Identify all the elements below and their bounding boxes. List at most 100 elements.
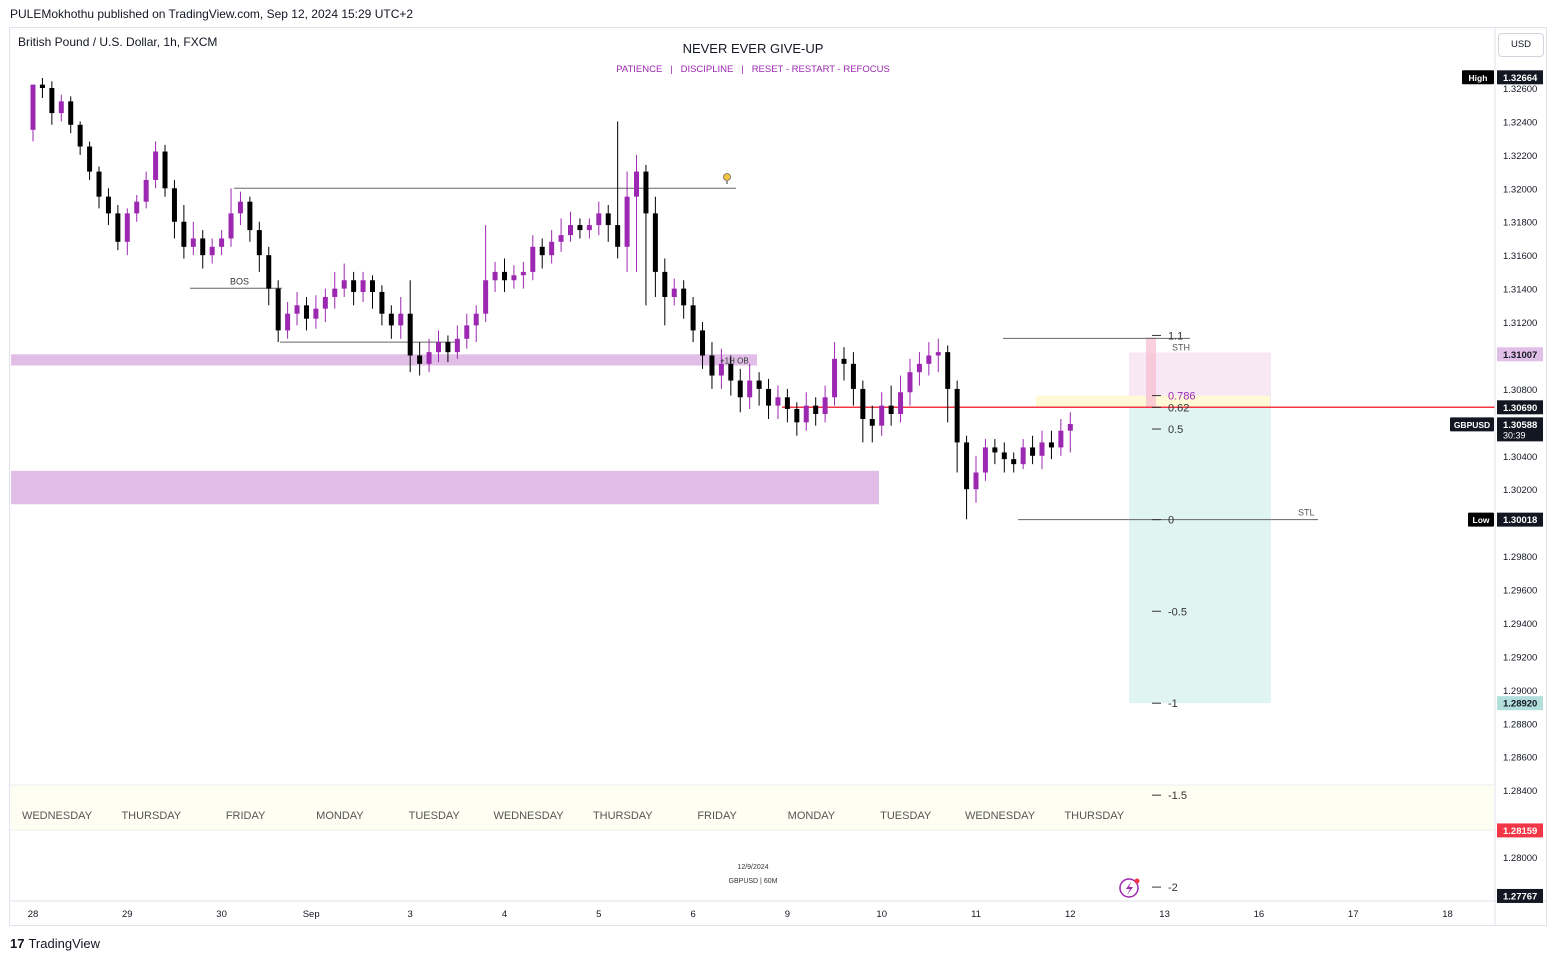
price-tick-label: 1.32400 bbox=[1503, 117, 1537, 128]
currency-button[interactable]: USD bbox=[1498, 33, 1544, 57]
candle bbox=[162, 144, 168, 197]
candle bbox=[860, 380, 866, 443]
time-tick-label: 17 bbox=[1348, 909, 1359, 920]
candle-body bbox=[813, 405, 819, 414]
notification-dot bbox=[1134, 878, 1140, 884]
candle-body bbox=[841, 358, 847, 364]
candle bbox=[766, 378, 772, 420]
candle bbox=[341, 263, 347, 297]
candle-body bbox=[379, 291, 385, 314]
candle-body bbox=[87, 146, 93, 172]
candle bbox=[143, 171, 149, 209]
time-tick-label: 30 bbox=[216, 909, 227, 920]
price-tick-label: 1.31600 bbox=[1503, 251, 1537, 262]
candle-body bbox=[200, 238, 206, 256]
candle bbox=[1020, 439, 1026, 470]
candle bbox=[105, 188, 111, 226]
price-tick-label: 1.28400 bbox=[1503, 786, 1537, 797]
weekday-label: THURSDAY bbox=[121, 810, 181, 822]
time-tick-label: Sep bbox=[303, 909, 320, 920]
candle-body bbox=[209, 246, 215, 256]
candle-body bbox=[30, 84, 36, 130]
candle bbox=[473, 305, 479, 343]
stl-label: STL bbox=[1298, 508, 1315, 518]
candle-body bbox=[643, 171, 649, 214]
candle bbox=[841, 347, 847, 381]
tradingview-logo[interactable]: 17 TradingView bbox=[10, 936, 100, 951]
tradingview-logo-text: TradingView bbox=[28, 936, 101, 951]
chart-zones bbox=[10, 337, 1495, 831]
candle bbox=[954, 380, 960, 473]
candle bbox=[58, 94, 64, 122]
candle-body bbox=[143, 179, 149, 202]
weekday-label: WEDNESDAY bbox=[493, 810, 564, 822]
candle bbox=[794, 402, 800, 436]
candles bbox=[30, 77, 1073, 520]
candle bbox=[605, 205, 611, 242]
price-tag-label-bg bbox=[1468, 512, 1494, 527]
candle-body bbox=[794, 408, 800, 423]
price-tick-label: 1.30400 bbox=[1503, 452, 1537, 463]
price-tick-label: 1.28000 bbox=[1503, 853, 1537, 864]
candle-body bbox=[605, 213, 611, 226]
candle-body bbox=[190, 238, 196, 247]
price-tick-label: 1.28800 bbox=[1503, 719, 1537, 730]
candle-body bbox=[464, 325, 470, 339]
candle-body bbox=[275, 288, 281, 331]
candle bbox=[87, 141, 93, 180]
price-tick-label: 1.31400 bbox=[1503, 285, 1537, 296]
candle bbox=[1001, 442, 1007, 473]
candle bbox=[190, 221, 196, 256]
candle bbox=[294, 291, 300, 326]
candle-body bbox=[568, 225, 574, 236]
candle bbox=[803, 392, 809, 431]
candle-body bbox=[850, 363, 856, 389]
candle-body bbox=[916, 363, 922, 373]
candle bbox=[784, 388, 790, 423]
price-tag: 1.28920 bbox=[1497, 696, 1543, 711]
candle-body bbox=[58, 101, 64, 114]
candle-body bbox=[737, 380, 743, 398]
price-tag-value: 1.27767 bbox=[1503, 891, 1537, 902]
price-tick-label: 1.29400 bbox=[1503, 619, 1537, 630]
symbol-title[interactable]: British Pound / U.S. Dollar, 1h, FXCM bbox=[18, 35, 218, 49]
stop-marker bbox=[1146, 337, 1156, 408]
candle bbox=[568, 211, 574, 242]
candle-body bbox=[520, 271, 526, 276]
candle-body bbox=[68, 101, 74, 125]
candle bbox=[992, 439, 998, 465]
fib-label: -2 bbox=[1168, 882, 1178, 894]
candle bbox=[756, 372, 762, 406]
candle bbox=[30, 84, 36, 142]
price-tag-value: 1.30588 bbox=[1503, 420, 1537, 431]
price-axis: 1.32600 1.32400 1.32200 1.32000 1.31800 1.316… bbox=[1494, 28, 1537, 925]
chart-overlays: BOS +1H OB STH STL bbox=[230, 173, 1315, 898]
candle-body bbox=[869, 419, 875, 426]
candle bbox=[577, 218, 583, 239]
weekday-label: TUESDAY bbox=[409, 810, 461, 822]
tradingview-logo-icon: 17 bbox=[10, 936, 25, 951]
time-tick-label: 10 bbox=[876, 909, 887, 920]
price-tag-value: 1.30690 bbox=[1503, 403, 1537, 414]
candle bbox=[775, 385, 781, 420]
candle bbox=[530, 235, 536, 281]
candle bbox=[1030, 435, 1036, 465]
candle bbox=[935, 338, 941, 373]
candle bbox=[379, 285, 385, 326]
candle bbox=[417, 342, 423, 376]
weekday-label: THURSDAY bbox=[1064, 810, 1124, 822]
candle-body bbox=[652, 213, 658, 272]
weekday-label: FRIDAY bbox=[697, 810, 737, 822]
weekday-label: MONDAY bbox=[788, 810, 836, 822]
price-tick-label: 1.32000 bbox=[1503, 184, 1537, 195]
candle bbox=[256, 221, 262, 272]
candle bbox=[275, 280, 281, 343]
candle bbox=[624, 171, 630, 272]
candle-body bbox=[539, 246, 545, 256]
weekday-label: MONDAY bbox=[316, 810, 364, 822]
candle bbox=[586, 218, 592, 239]
candle bbox=[879, 392, 885, 436]
price-tag: High 1.32664 bbox=[1462, 70, 1543, 85]
